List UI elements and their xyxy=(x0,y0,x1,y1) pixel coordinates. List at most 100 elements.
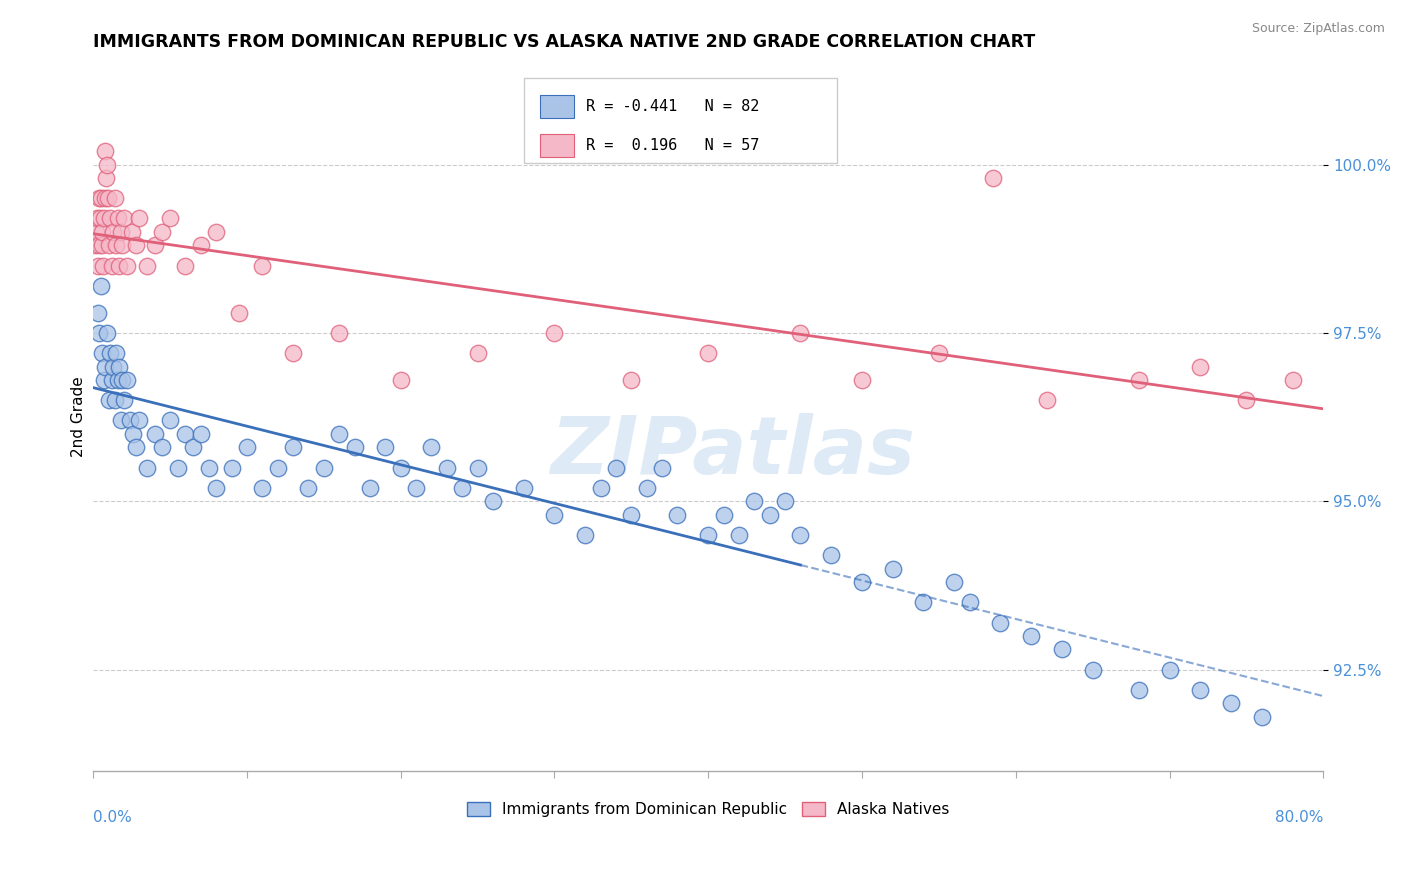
Point xyxy=(205,225,228,239)
Point xyxy=(100,373,122,387)
Point xyxy=(108,259,131,273)
Point xyxy=(97,393,120,408)
Y-axis label: 2nd Grade: 2nd Grade xyxy=(72,376,86,458)
Point xyxy=(1250,710,1272,724)
Point xyxy=(94,144,117,158)
Point xyxy=(174,259,197,273)
Point xyxy=(252,259,274,273)
Point xyxy=(359,481,381,495)
Point xyxy=(1189,682,1212,697)
Point xyxy=(851,373,873,387)
Point xyxy=(112,393,135,408)
Point xyxy=(343,441,366,455)
Point xyxy=(105,238,128,252)
Point xyxy=(236,441,259,455)
Point xyxy=(90,278,112,293)
Point xyxy=(851,575,873,590)
Point xyxy=(482,494,505,508)
Point xyxy=(181,441,204,455)
Point xyxy=(111,373,134,387)
Bar xyxy=(540,95,574,118)
Point xyxy=(389,373,412,387)
Text: 0.0%: 0.0% xyxy=(93,810,132,824)
Point xyxy=(128,211,150,226)
Point xyxy=(87,306,110,320)
Point xyxy=(90,191,112,205)
Bar xyxy=(540,134,574,157)
Point xyxy=(105,346,128,360)
Point xyxy=(143,426,166,441)
Point xyxy=(94,359,117,374)
Point xyxy=(89,238,111,252)
Point xyxy=(221,460,243,475)
Point xyxy=(143,238,166,252)
Point xyxy=(328,326,350,340)
Point xyxy=(252,481,274,495)
Point xyxy=(1281,373,1303,387)
Point xyxy=(159,211,181,226)
Point xyxy=(512,481,534,495)
Point xyxy=(420,441,443,455)
Point xyxy=(96,326,118,340)
Point xyxy=(713,508,735,522)
Point xyxy=(97,191,120,205)
Point xyxy=(98,211,121,226)
Point xyxy=(651,460,673,475)
Point xyxy=(389,460,412,475)
Point xyxy=(789,528,811,542)
Point xyxy=(312,460,335,475)
Point xyxy=(121,225,143,239)
Point xyxy=(744,494,766,508)
Point xyxy=(166,460,188,475)
Point xyxy=(190,238,212,252)
Point xyxy=(190,426,212,441)
Text: Source: ZipAtlas.com: Source: ZipAtlas.com xyxy=(1251,22,1385,36)
Point xyxy=(943,575,966,590)
Point xyxy=(1159,663,1181,677)
Point xyxy=(93,211,115,226)
Point xyxy=(205,481,228,495)
Point xyxy=(174,426,197,441)
Point xyxy=(605,460,627,475)
Point xyxy=(405,481,427,495)
Point xyxy=(91,259,114,273)
Point xyxy=(981,171,1004,186)
Point xyxy=(84,225,107,239)
Point xyxy=(1220,697,1243,711)
Point xyxy=(328,426,350,441)
Point xyxy=(101,359,124,374)
Point xyxy=(122,426,145,441)
Point xyxy=(111,238,134,252)
Point xyxy=(882,561,904,575)
Point xyxy=(84,238,107,252)
Point xyxy=(96,157,118,171)
Point xyxy=(1189,359,1212,374)
Point xyxy=(281,346,304,360)
Point xyxy=(543,508,565,522)
Point xyxy=(86,211,108,226)
Point xyxy=(136,460,159,475)
Point xyxy=(912,595,935,609)
Point xyxy=(589,481,612,495)
Point xyxy=(125,238,148,252)
Point xyxy=(115,373,138,387)
Point xyxy=(820,548,842,562)
Point xyxy=(620,508,643,522)
Point xyxy=(107,211,129,226)
Point xyxy=(110,413,132,427)
Point xyxy=(1128,682,1150,697)
Point xyxy=(91,346,114,360)
Point xyxy=(112,211,135,226)
Point xyxy=(1081,663,1104,677)
Point xyxy=(789,326,811,340)
Point xyxy=(959,595,981,609)
Point xyxy=(110,225,132,239)
Point xyxy=(697,528,720,542)
Point xyxy=(728,528,751,542)
Point xyxy=(104,191,127,205)
Point xyxy=(120,413,142,427)
Point xyxy=(150,225,173,239)
Point xyxy=(436,460,458,475)
Point xyxy=(666,508,689,522)
Point xyxy=(451,481,474,495)
